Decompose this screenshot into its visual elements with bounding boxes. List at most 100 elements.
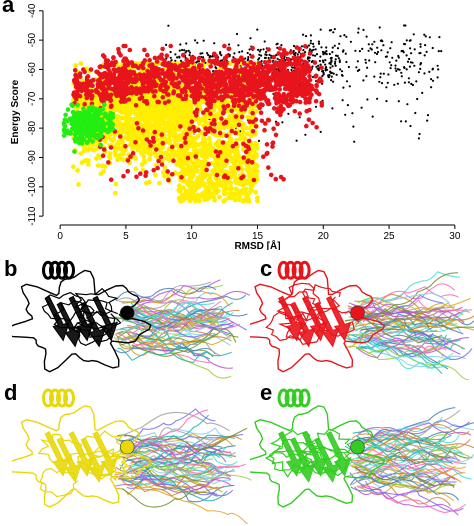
- data-point-black: [378, 26, 381, 29]
- data-point-red: [213, 149, 219, 154]
- data-point-black: [400, 120, 403, 123]
- data-point-red: [236, 103, 242, 108]
- data-point-yellow: [87, 146, 92, 152]
- data-point-black: [219, 51, 222, 54]
- data-point-red: [150, 135, 156, 141]
- data-point-yellow: [196, 120, 202, 126]
- data-point-yellow: [233, 197, 239, 203]
- data-point-yellow: [217, 163, 223, 168]
- data-point-red: [196, 56, 202, 61]
- data-point-yellow: [161, 151, 167, 157]
- data-point-yellow: [226, 195, 232, 201]
- data-point-red: [271, 54, 277, 60]
- data-point-red: [212, 51, 217, 57]
- data-point-red: [222, 43, 227, 49]
- data-point-black: [360, 106, 363, 109]
- data-point-black: [332, 31, 335, 34]
- data-point-red: [248, 79, 253, 85]
- data-point-black: [258, 53, 261, 56]
- data-point-red: [147, 79, 153, 84]
- data-point-black: [362, 28, 365, 31]
- data-point-red: [147, 58, 152, 63]
- data-point-black: [347, 65, 350, 69]
- data-point-green: [63, 112, 68, 118]
- data-point-red: [307, 66, 313, 71]
- data-point-red: [140, 62, 145, 68]
- data-point-red: [256, 61, 262, 66]
- data-point-black: [333, 28, 336, 31]
- data-point-red: [306, 96, 312, 102]
- data-point-black: [335, 73, 338, 76]
- data-point-black: [329, 61, 332, 64]
- data-point-black: [362, 79, 365, 82]
- data-point-yellow: [172, 149, 178, 155]
- data-point-black: [174, 53, 177, 56]
- data-point-red: [127, 74, 133, 80]
- data-point-red: [192, 79, 197, 85]
- data-point-yellow: [73, 63, 79, 68]
- data-point-yellow: [225, 99, 230, 105]
- data-point-red: [258, 110, 264, 115]
- data-point-red: [208, 64, 213, 69]
- data-point-red: [297, 99, 303, 105]
- data-point-red: [111, 55, 116, 60]
- data-point-red: [256, 69, 261, 74]
- data-point-black: [376, 46, 379, 49]
- data-point-yellow: [182, 124, 187, 130]
- data-point-red: [111, 67, 116, 72]
- data-point-black: [307, 56, 310, 60]
- data-point-black: [178, 55, 181, 58]
- data-point-yellow: [146, 105, 152, 111]
- data-point-red: [170, 172, 175, 177]
- data-point-red: [273, 176, 279, 182]
- data-point-black: [246, 59, 249, 62]
- data-point-red: [286, 56, 291, 62]
- data-point-yellow: [150, 123, 155, 128]
- data-point-red: [212, 129, 217, 134]
- data-point-red: [312, 60, 318, 65]
- data-point-red: [248, 74, 253, 80]
- data-point-black: [258, 50, 261, 53]
- data-point-red: [180, 52, 186, 58]
- data-point-red: [215, 60, 220, 66]
- data-point-red: [191, 65, 196, 71]
- data-point-red: [150, 69, 155, 74]
- data-point-red: [91, 77, 96, 83]
- data-point-black: [388, 61, 391, 64]
- data-point-yellow: [206, 177, 212, 183]
- data-point-yellow: [164, 155, 169, 161]
- data-point-red: [250, 45, 255, 51]
- data-point-red: [233, 114, 239, 119]
- data-point-yellow: [202, 137, 208, 143]
- data-point-red: [137, 96, 143, 101]
- data-point-black: [258, 57, 261, 60]
- data-point-red: [183, 89, 188, 94]
- data-point-red: [75, 88, 81, 93]
- data-point-black: [319, 130, 322, 133]
- data-point-black: [424, 35, 427, 38]
- data-point-red: [243, 149, 249, 155]
- data-point-red: [185, 62, 190, 68]
- data-point-red: [263, 121, 268, 126]
- data-point-black: [394, 64, 397, 67]
- data-point-yellow: [202, 163, 208, 169]
- data-point-red: [158, 154, 164, 160]
- data-point-black: [295, 139, 298, 142]
- data-point-red: [250, 54, 255, 59]
- data-point-black: [314, 54, 317, 57]
- data-point-red: [283, 81, 289, 87]
- data-point-yellow: [116, 130, 122, 136]
- data-point-red: [220, 73, 226, 78]
- data-point-red: [118, 77, 124, 83]
- data-point-red: [310, 120, 315, 126]
- data-point-yellow: [179, 192, 185, 198]
- data-point-red: [216, 81, 221, 86]
- data-point-black: [246, 51, 249, 55]
- data-point-red: [233, 130, 238, 136]
- data-point-black: [308, 48, 312, 51]
- data-point-red: [209, 121, 215, 126]
- data-point-red: [164, 53, 170, 58]
- data-point-red: [313, 74, 318, 79]
- data-point-yellow: [233, 107, 239, 112]
- data-point-red: [273, 83, 279, 89]
